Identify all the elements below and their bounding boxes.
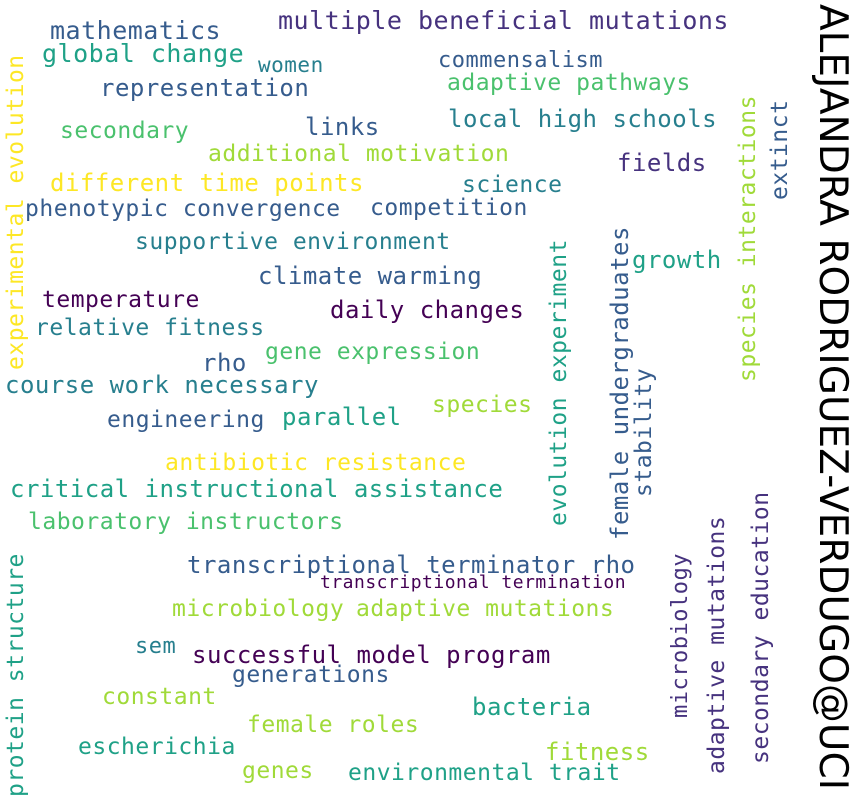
word-links: links bbox=[305, 113, 380, 141]
word-experimental-evolution: experimental evolution bbox=[3, 54, 29, 370]
word-global-change: global change bbox=[42, 39, 245, 68]
word-protein-structure: protein structure bbox=[3, 553, 29, 797]
word-fitness: fitness bbox=[545, 738, 650, 766]
word-microbiology: microbiology bbox=[172, 596, 345, 622]
word-additional-motivation: additional motivation bbox=[208, 141, 510, 167]
word-representation: representation bbox=[100, 74, 310, 102]
word-generations: generations bbox=[232, 662, 390, 688]
word-adaptive-mutations: adaptive mutations bbox=[356, 596, 615, 622]
word-temperature: temperature bbox=[42, 287, 200, 313]
word-successful-model-program: successful model program bbox=[192, 641, 551, 669]
word-women: women bbox=[258, 53, 324, 77]
word-gene-expression: gene expression bbox=[265, 339, 481, 365]
word-bacteria: bacteria bbox=[472, 693, 592, 721]
word-extinct: extinct bbox=[767, 99, 793, 200]
word-microbiology-vertical: microbiology bbox=[668, 553, 693, 718]
word-secondary-education: secondary education bbox=[748, 491, 774, 764]
word-multiple-beneficial-mutations: multiple beneficial mutations bbox=[278, 6, 729, 35]
word-phenotypic-convergence: phenotypic convergence bbox=[25, 196, 341, 222]
word-sem: sem bbox=[135, 634, 177, 659]
word-adaptive-mutations-vertical: adaptive mutations bbox=[704, 515, 730, 774]
word-environmental-trait: environmental trait bbox=[348, 760, 621, 786]
word-fields: fields bbox=[617, 149, 707, 177]
word-stability: stability bbox=[631, 367, 657, 497]
word-growth: growth bbox=[632, 246, 722, 274]
word-escherichia: escherichia bbox=[78, 734, 236, 760]
word-female-undergraduates: female undergraduates bbox=[606, 226, 634, 540]
word-critical-instructional-assistance: critical instructional assistance bbox=[10, 475, 504, 503]
word-commensalism: commensalism bbox=[438, 48, 603, 73]
word-parallel: parallel bbox=[282, 403, 402, 431]
word-genes: genes bbox=[242, 758, 314, 784]
word-climate-warming: climate warming bbox=[258, 262, 483, 290]
word-adaptive-pathways: adaptive pathways bbox=[447, 70, 691, 96]
word-transcriptional-termination: transcriptional termination bbox=[320, 572, 627, 593]
word-rho: rho bbox=[202, 349, 247, 377]
word-transcriptional-terminator-rho: transcriptional terminator rho bbox=[187, 551, 636, 579]
author-label: ALEJANDRA RODRIGUEZ-VERDUGO@UCI bbox=[810, 4, 854, 791]
word-supportive-environment: supportive environment bbox=[135, 229, 451, 255]
word-science: science bbox=[462, 172, 563, 198]
word-engineering: engineering bbox=[107, 407, 265, 433]
word-laboratory-instructors: laboratory instructors bbox=[28, 509, 344, 535]
word-competition: competition bbox=[370, 195, 528, 221]
word-constant: constant bbox=[102, 684, 217, 710]
word-daily-changes: daily changes bbox=[330, 296, 525, 324]
word-local-high-schools: local high schools bbox=[448, 105, 718, 133]
word-course-work-necessary: course work necessary bbox=[5, 371, 319, 399]
word-antibiotic-resistance: antibiotic resistance bbox=[165, 450, 467, 476]
word-secondary: secondary bbox=[60, 118, 190, 144]
word-evolution-experiment: evolution experiment bbox=[546, 239, 572, 526]
word-relative-fitness: relative fitness bbox=[35, 315, 265, 341]
word-different-time-points: different time points bbox=[50, 169, 364, 197]
word-species: species bbox=[432, 392, 533, 418]
word-female-roles: female roles bbox=[247, 712, 420, 738]
word-species-interactions: species interactions bbox=[735, 95, 761, 382]
word-mathematics: mathematics bbox=[50, 16, 222, 45]
